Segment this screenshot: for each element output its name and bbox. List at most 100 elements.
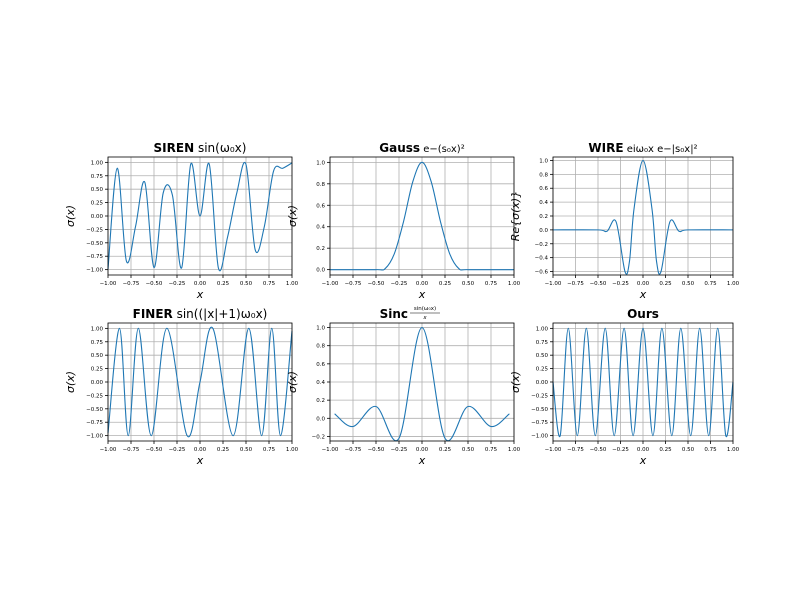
- y-axis-label: Re{σ(x)}: [509, 191, 522, 241]
- x-tick-label: 0.50: [462, 447, 475, 453]
- chart-title-formula: eiω₀x e−|s₀x|²: [624, 144, 698, 155]
- y-axis-label: σ(x): [509, 371, 522, 393]
- x-tick-label: 0.75: [485, 447, 498, 453]
- y-tick-label: −0.75: [531, 420, 548, 426]
- x-tick-label: 0.75: [263, 447, 276, 453]
- x-tick-label: 1.00: [508, 447, 521, 453]
- x-tick-label: 0.25: [659, 281, 672, 287]
- grid: [552, 323, 734, 441]
- x-axis-label: x: [418, 454, 426, 467]
- chart-title: SIREN sin(ω₀x): [154, 141, 247, 155]
- y-tick-label: 0.2: [316, 398, 325, 404]
- y-tick-label: 0.8: [539, 172, 548, 178]
- y-tick-label: 0.50: [91, 353, 104, 359]
- y-tick-label: −1.00: [531, 434, 548, 440]
- y-tick-label: 0.8: [316, 182, 325, 188]
- chart-title-formula: e−(s₀x)²: [420, 144, 465, 155]
- series-line: [107, 161, 293, 272]
- x-tick-label: 0.50: [462, 281, 475, 287]
- y-tick-label: −0.6: [535, 270, 549, 276]
- x-tick-label: 0.50: [240, 447, 253, 453]
- y-tick-label: 0.4: [539, 200, 548, 206]
- y-tick-label: 0.2: [316, 246, 325, 252]
- y-tick-label: 0.75: [91, 174, 104, 180]
- y-tick-label: 0.50: [91, 187, 104, 193]
- y-tick-label: 0.0: [316, 416, 325, 422]
- y-tick-label: 0.4: [316, 225, 325, 231]
- panel-0: −1.00 −0.75 −0.50 −0.25 0.00 0.25 0.50 0.75 1.00…: [64, 141, 299, 301]
- y-tick-label: 0.6: [539, 186, 548, 192]
- y-tick-label: 1.00: [536, 326, 549, 332]
- y-tick-label: 0.8: [316, 344, 325, 350]
- y-tick-label: 1.0: [539, 158, 548, 164]
- panel-4: −1.00 −0.75 −0.50 −0.25 0.00 0.25 0.50 0.75 1.00…: [286, 306, 521, 467]
- y-tick-label: −0.4: [535, 256, 549, 262]
- x-tick-label: −1.00: [545, 281, 562, 287]
- y-tick-label: 0.0: [316, 268, 325, 274]
- x-axis-label: x: [196, 288, 204, 301]
- y-tick-label: 0.00: [91, 380, 104, 386]
- x-tick-label: −0.50: [590, 447, 607, 453]
- x-tick-label: 0.00: [637, 447, 650, 453]
- x-tick-label: −1.00: [100, 281, 117, 287]
- x-tick-label: 0.50: [682, 447, 695, 453]
- y-tick-label: 0.75: [536, 340, 549, 346]
- x-tick-label: 0.00: [194, 281, 207, 287]
- x-tick-label: −1.00: [545, 447, 562, 453]
- panel-3: −1.00 −0.75 −0.50 −0.25 0.00 0.25 0.50 0.75 1.00…: [64, 307, 299, 467]
- y-tick-label: −0.75: [86, 254, 103, 260]
- x-tick-label: 0.75: [485, 281, 498, 287]
- chart-title-name: SIREN: [154, 141, 195, 155]
- series-line: [329, 161, 515, 271]
- y-tick-label: 0.25: [91, 367, 104, 373]
- x-tick-label: −0.75: [345, 447, 362, 453]
- x-tick-label: −0.50: [368, 281, 385, 287]
- x-tick-label: 0.25: [217, 281, 230, 287]
- y-tick-label: 1.0: [316, 326, 325, 332]
- y-tick-label: −0.75: [86, 420, 103, 426]
- y-axis-label: σ(x): [286, 371, 299, 393]
- y-tick-label: 1.0: [316, 160, 325, 166]
- x-tick-label: 0.50: [682, 281, 695, 287]
- y-tick-label: 0.00: [91, 214, 104, 220]
- x-tick-label: 0.25: [659, 447, 672, 453]
- chart-title: FINER sin((|x|+1)ω₀x): [133, 307, 268, 321]
- y-tick-label: 0.6: [316, 203, 325, 209]
- x-axis-label: x: [639, 288, 647, 301]
- chart-title-numerator: sin(ω₀x): [414, 306, 436, 312]
- series-line: [552, 159, 734, 275]
- x-axis-label: x: [196, 454, 204, 467]
- chart-title-formula: sin((|x|+1)ω₀x): [173, 307, 268, 321]
- y-axis-label: σ(x): [64, 205, 77, 227]
- panel-1: −1.00 −0.75 −0.50 −0.25 0.00 0.25 0.50 0.75 1.00…: [286, 141, 521, 301]
- series-line: [334, 326, 510, 442]
- x-tick-label: −0.25: [169, 447, 186, 453]
- y-tick-label: 0.25: [91, 201, 104, 207]
- y-tick-label: −0.2: [312, 434, 325, 440]
- x-tick-label: 0.00: [416, 447, 429, 453]
- x-tick-label: 0.00: [637, 281, 650, 287]
- y-tick-label: −1.00: [86, 434, 103, 440]
- y-tick-label: −0.25: [531, 393, 548, 399]
- x-tick-label: 0.25: [217, 447, 230, 453]
- x-tick-label: 1.00: [727, 447, 740, 453]
- chart-title-name: Sinc: [380, 307, 408, 321]
- y-tick-label: 0.4: [316, 380, 325, 386]
- y-tick-label: 0.75: [91, 340, 104, 346]
- y-tick-label: −0.25: [86, 393, 103, 399]
- x-tick-label: 1.00: [286, 447, 299, 453]
- x-tick-label: −1.00: [322, 281, 339, 287]
- grid: [552, 157, 734, 275]
- x-tick-label: −0.25: [612, 447, 629, 453]
- x-tick-label: −0.75: [123, 447, 140, 453]
- y-axis-label: σ(x): [64, 371, 77, 393]
- x-tick-label: 1.00: [727, 281, 740, 287]
- chart-title: Ours: [627, 307, 659, 321]
- x-tick-label: −0.75: [567, 447, 584, 453]
- chart-title-name: FINER: [133, 307, 173, 321]
- chart-title-name: Gauss: [379, 141, 420, 155]
- x-tick-label: 0.25: [439, 281, 452, 287]
- y-tick-label: 0.25: [536, 367, 549, 373]
- x-tick-label: −0.50: [368, 447, 385, 453]
- x-tick-label: −1.00: [100, 447, 117, 453]
